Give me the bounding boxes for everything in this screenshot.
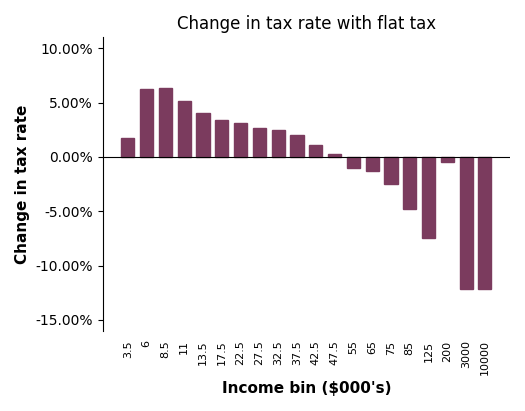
Bar [459, 157, 472, 289]
Bar [365, 157, 379, 171]
X-axis label: Income bin ($000's): Income bin ($000's) [222, 381, 391, 396]
Bar [347, 157, 360, 168]
Bar [478, 157, 491, 289]
Bar [215, 120, 228, 157]
Bar [140, 90, 153, 157]
Bar [196, 113, 209, 157]
Bar [159, 88, 172, 157]
Bar [422, 157, 435, 238]
Bar [384, 157, 397, 184]
Bar [271, 130, 285, 157]
Bar [328, 154, 341, 157]
Bar [309, 145, 322, 157]
Bar [290, 135, 303, 157]
Y-axis label: Change in tax rate: Change in tax rate [15, 104, 30, 264]
Bar [253, 127, 266, 157]
Bar [441, 157, 454, 162]
Bar [177, 102, 191, 157]
Title: Change in tax rate with flat tax: Change in tax rate with flat tax [177, 15, 436, 33]
Bar [403, 157, 416, 209]
Bar [121, 139, 134, 157]
Bar [234, 123, 247, 157]
